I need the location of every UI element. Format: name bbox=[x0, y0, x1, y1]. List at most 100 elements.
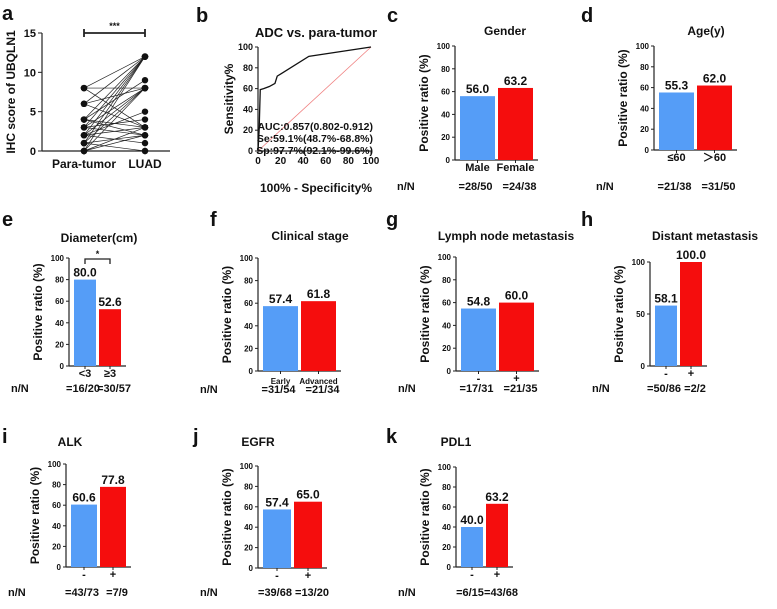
chart-title: Age(y) bbox=[687, 24, 724, 38]
n-over-N: =7/9 bbox=[106, 587, 128, 599]
y-tick-label: 60 bbox=[52, 501, 61, 510]
y-tick-label: 0 bbox=[447, 563, 452, 572]
chart-title: Distant metastasis bbox=[652, 229, 758, 243]
x-tick-label: - bbox=[82, 569, 86, 581]
x-tick-label: + bbox=[305, 570, 311, 582]
y-tick-label: 60 bbox=[244, 503, 253, 512]
n-over-N: =13/20 bbox=[295, 587, 329, 599]
panel-letter: c bbox=[387, 5, 398, 27]
pair-line bbox=[83, 87, 146, 152]
bar bbox=[263, 509, 291, 568]
y-tick-label: 50 bbox=[636, 310, 645, 319]
data-label: 100.0 bbox=[676, 248, 706, 262]
x-tick-label: 80 bbox=[343, 156, 355, 167]
data-label: 52.6 bbox=[98, 295, 122, 309]
data-label: 61.8 bbox=[307, 287, 331, 301]
n-over-N-label: n/N bbox=[592, 383, 610, 395]
y-tick-label: 20 bbox=[640, 125, 649, 134]
data-point bbox=[80, 116, 88, 123]
significance-bracket bbox=[84, 258, 111, 264]
n-over-N-label: n/N bbox=[397, 181, 415, 193]
x-tick-label: 0 bbox=[255, 156, 261, 167]
bar bbox=[100, 486, 126, 567]
data-point bbox=[141, 139, 149, 147]
bar bbox=[486, 503, 508, 567]
panel-letter: k bbox=[386, 426, 398, 448]
y-tick-label: 0 bbox=[57, 563, 62, 572]
y-tick-label: 100 bbox=[240, 462, 254, 471]
panel-letter: j bbox=[192, 426, 199, 448]
roc-curve bbox=[257, 46, 372, 152]
data-label: 56.0 bbox=[466, 82, 490, 96]
y-tick-label: 40 bbox=[243, 104, 253, 114]
y-tick-label: 60 bbox=[243, 84, 253, 94]
n-over-N-label: n/N bbox=[8, 587, 26, 599]
y-tick-label: 40 bbox=[52, 522, 61, 531]
panel-letter: h bbox=[581, 209, 593, 231]
x-tick-label: 20 bbox=[275, 156, 287, 167]
bar bbox=[697, 85, 732, 150]
y-tick-label: 100 bbox=[632, 258, 646, 267]
y-tick-label: 80 bbox=[244, 277, 253, 286]
data-label: 80.0 bbox=[73, 266, 97, 280]
n-over-N: =16/20 bbox=[66, 383, 100, 395]
chart-title: Lymph node metastasis bbox=[438, 229, 575, 243]
y-tick-label: 20 bbox=[244, 544, 253, 553]
pair-line bbox=[83, 56, 146, 128]
pair-line bbox=[83, 56, 146, 152]
y-tick-label: 100 bbox=[438, 463, 452, 472]
data-point bbox=[141, 147, 149, 155]
bar bbox=[99, 309, 121, 366]
pair-line bbox=[83, 134, 146, 144]
data-point bbox=[80, 100, 88, 108]
bar bbox=[461, 308, 496, 371]
chart-title: Diameter(cm) bbox=[61, 231, 138, 245]
y-tick-label: 15 bbox=[24, 28, 36, 40]
panel-letter: b bbox=[196, 5, 208, 27]
bar bbox=[659, 92, 694, 150]
y-tick-label: 0 bbox=[60, 362, 65, 371]
bar bbox=[498, 87, 533, 160]
y-axis-label: Positive ratio (%) bbox=[31, 263, 45, 360]
data-label: 77.8 bbox=[101, 473, 125, 487]
roc-annotation: Sp:97.7%(92.1%-99.6%) bbox=[256, 145, 373, 157]
n-over-N: =43/68 bbox=[484, 587, 518, 599]
panel-a: a 0 5 10 15 IHC score of UBQLN1 Para-tumor LUAD… bbox=[2, 3, 170, 171]
bar bbox=[71, 504, 97, 567]
x-tick-label: 100 bbox=[363, 156, 380, 167]
x-tick-label: Advanced bbox=[299, 377, 337, 386]
panel-letter: d bbox=[581, 5, 593, 27]
x-tick-label: + bbox=[494, 569, 500, 581]
panel-b: b ADC vs. para-tumor 00 20 20 40 40 60 60 80 80 100… bbox=[196, 5, 380, 195]
data-label: 57.4 bbox=[265, 495, 289, 509]
y-tick-label: 40 bbox=[244, 523, 253, 532]
x-tick-label: + bbox=[513, 373, 519, 385]
pair-line bbox=[83, 87, 146, 105]
y-tick-label: 100 bbox=[51, 254, 65, 263]
n-over-N-label: n/N bbox=[200, 384, 218, 396]
pair-line bbox=[83, 134, 146, 152]
y-tick-label: 20 bbox=[52, 542, 61, 551]
x-tick-label: - bbox=[470, 569, 474, 581]
pair-line bbox=[83, 56, 146, 89]
x-axis-label: 100% - Specificity% bbox=[260, 181, 372, 195]
y-tick-label: 40 bbox=[640, 104, 649, 113]
n-over-N: =21/38 bbox=[658, 181, 692, 193]
pair-line bbox=[83, 127, 146, 136]
y-tick-label: 5 bbox=[30, 107, 36, 119]
y-tick-label: 100 bbox=[438, 253, 452, 262]
y-tick-label: 40 bbox=[55, 319, 64, 328]
y-axis-label: Positive ratio (%) bbox=[28, 467, 42, 564]
data-label: 58.1 bbox=[654, 292, 678, 306]
y-tick-label: 20 bbox=[244, 344, 253, 353]
x-tick-label: Early bbox=[271, 377, 291, 386]
y-tick-label: 60 bbox=[441, 88, 450, 97]
y-tick-label: 0 bbox=[248, 146, 253, 156]
n-over-N: =31/54 bbox=[262, 384, 297, 396]
n-over-N: =2/2 bbox=[684, 383, 706, 395]
x-tick-label: Para-tumor bbox=[52, 157, 116, 171]
bar bbox=[655, 305, 677, 366]
data-point bbox=[141, 124, 149, 131]
panel-c: c Gender 0 20 40 60 80 100 Positive ratio (%) 56.… bbox=[387, 5, 538, 193]
roc-annotation: Se:59.1%(48.7%-68.8%) bbox=[257, 133, 373, 145]
